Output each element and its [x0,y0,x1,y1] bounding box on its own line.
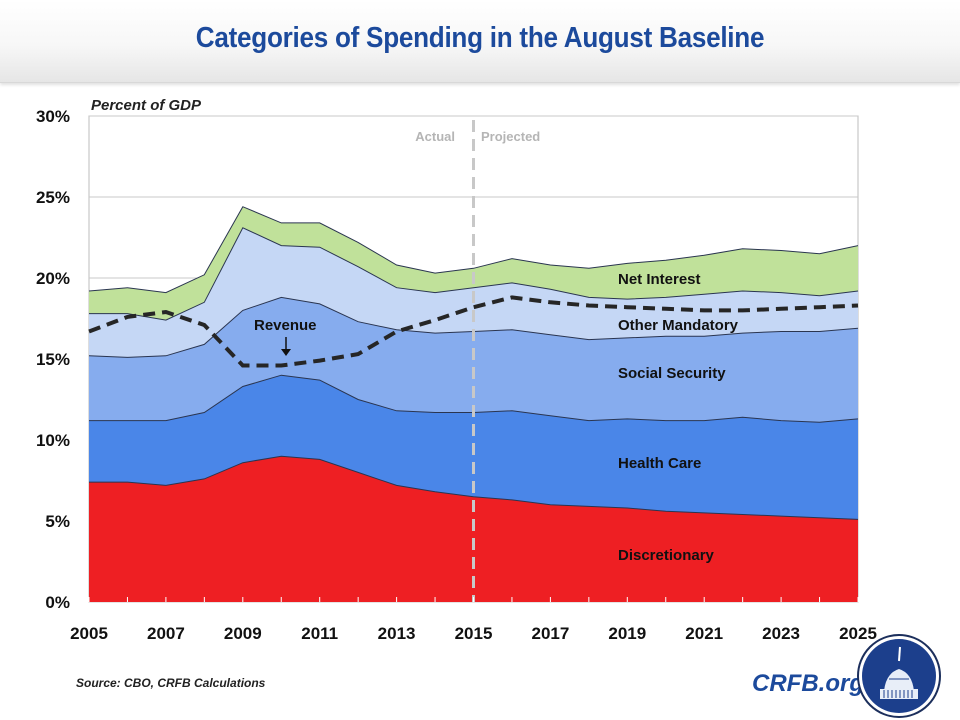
x-tick-labels: 2005 2007 2009 2011 2013 2015 2017 2019 2021 2023… [70,624,877,643]
title-banner: Categories of Spending in the August Bas… [0,0,960,83]
x-tick-label: 2017 [531,624,569,643]
label-revenue: Revenue [254,317,317,334]
label-net-interest: Net Interest [618,271,701,288]
y-tick-label: 5% [45,512,70,531]
x-tick-label: 2023 [762,624,800,643]
actual-label: Actual [415,129,455,144]
x-tick-label: 2019 [608,624,646,643]
label-social-security: Social Security [618,365,726,382]
y-tick-label: 15% [36,350,70,369]
capitol-dome-icon [857,634,941,718]
y-tick-labels: 0% 5% 10% 15% 20% 25% 30% [36,107,70,612]
y-tick-label: 25% [36,188,70,207]
y-tick-label: 20% [36,269,70,288]
revenue-line [88,295,859,368]
x-tick-label: 2025 [839,624,877,643]
x-tick-label: 2013 [378,624,416,643]
area-net-interest [89,206,858,321]
boundary-discretionary [89,455,859,520]
x-tick-label: 2005 [70,624,108,643]
page-title: Categories of Spending in the August Bas… [195,22,765,54]
boundary-net-interest [88,206,859,294]
x-tick-marks [88,597,859,602]
projected-label: Projected [481,129,540,144]
revenue-arrow [281,337,291,356]
x-tick-label: 2007 [147,624,185,643]
y-tick-label: 30% [36,107,70,126]
source-note: Source: CBO, CRFB Calculations [76,676,266,690]
y-axis-title: Percent of GDP [91,97,202,114]
label-other-mandatory: Other Mandatory [618,317,739,334]
x-tick-label: 2011 [301,624,338,643]
x-tick-label: 2009 [224,624,262,643]
label-discretionary: Discretionary [618,547,715,564]
x-tick-label: 2021 [685,624,723,643]
y-tick-label: 10% [36,431,70,450]
boundary-other-mandatory [89,227,859,321]
x-tick-label: 2015 [455,624,493,643]
brand-link[interactable]: CRFB.org [752,670,864,697]
y-tick-label: 0% [45,593,70,612]
label-health-care: Health Care [618,455,701,472]
